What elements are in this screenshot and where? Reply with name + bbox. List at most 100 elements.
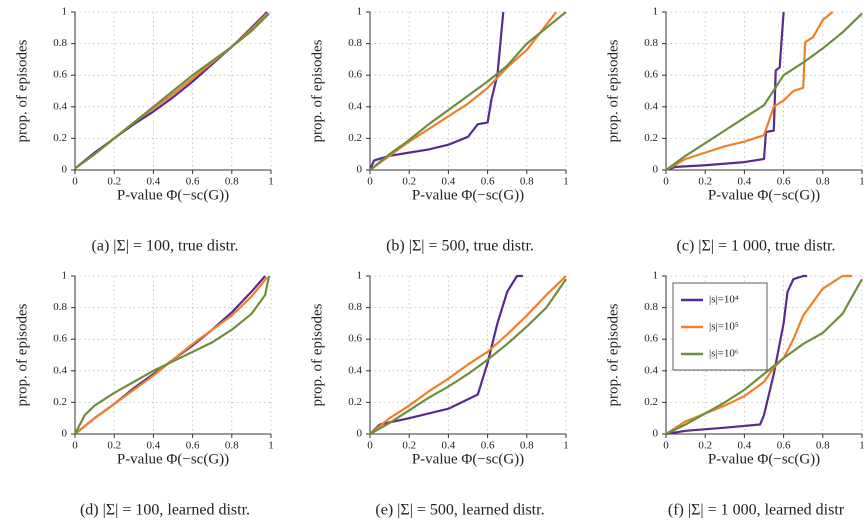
y-tick-label: 0 [62, 164, 68, 176]
y-tick-label: 0.6 [53, 69, 67, 81]
y-tick-label: 0 [62, 428, 68, 440]
x-tick-label: 0.6 [481, 176, 495, 188]
y-tick-label: 0.6 [644, 69, 658, 81]
x-tick-label: 0.2 [107, 440, 121, 452]
y-tick-label: 0.4 [348, 100, 362, 112]
series-line [665, 274, 808, 436]
y-tick-label: 0.8 [53, 301, 67, 313]
x-tick-label: 0.6 [777, 176, 791, 188]
series-line [74, 12, 270, 170]
y-tick-label: 0.2 [348, 132, 362, 144]
legend-label: |s|=10⁴ [709, 294, 739, 306]
x-axis-label: P-value Φ(−sc(G)) [117, 451, 229, 467]
series-line [369, 275, 567, 435]
y-tick-label: 0.2 [348, 396, 362, 408]
y-tick-label: 0.2 [53, 396, 67, 408]
x-tick-label: 0.6 [777, 440, 791, 452]
x-tick-label: 0 [367, 176, 373, 188]
caption: (d) |Σ| = 100, learned distr. [80, 502, 250, 519]
y-tick-label: 1 [653, 6, 659, 18]
x-tick-label: 0 [72, 440, 78, 452]
y-axis-label: prop. of episodes [309, 303, 325, 406]
x-tick-label: 0.8 [225, 176, 239, 188]
y-tick-label: 0.6 [348, 333, 362, 345]
y-tick-label: 1 [62, 6, 68, 18]
y-tick-label: 0.8 [644, 37, 658, 49]
x-tick-label: 1 [859, 440, 865, 452]
x-tick-label: 0.4 [738, 176, 752, 188]
x-tick-label: 0.2 [402, 176, 416, 188]
x-tick-label: 1 [268, 176, 274, 188]
y-axis-label: prop. of episodes [14, 303, 30, 406]
y-axis-label: prop. of episodes [605, 303, 621, 406]
series-line [369, 11, 567, 171]
series-line [74, 11, 268, 170]
y-tick-label: 0.2 [644, 396, 658, 408]
x-tick-label: 0.8 [225, 440, 239, 452]
series-line [665, 278, 863, 435]
y-tick-label: 0 [357, 428, 363, 440]
legend-label: |s|=10⁵ [709, 321, 739, 333]
y-tick-label: 1 [653, 270, 659, 282]
y-tick-label: 0.2 [53, 132, 67, 144]
series-line [74, 276, 268, 435]
x-tick-label: 0 [663, 176, 669, 188]
y-tick-label: 0.8 [348, 37, 362, 49]
x-axis-label: P-value Φ(−sc(G)) [412, 187, 524, 203]
x-tick-label: 0 [367, 440, 373, 452]
x-axis-label: P-value Φ(−sc(G)) [412, 451, 524, 467]
caption: (c) |Σ| = 1 000, true distr. [677, 238, 836, 255]
x-tick-label: 0 [663, 440, 669, 452]
y-axis-label: prop. of episodes [309, 39, 325, 142]
x-tick-label: 0.6 [186, 440, 200, 452]
y-tick-label: 0.2 [644, 132, 658, 144]
x-tick-label: 0 [72, 176, 78, 188]
x-tick-label: 0.4 [147, 176, 161, 188]
x-tick-label: 0.2 [402, 440, 416, 452]
x-tick-label: 0.8 [520, 440, 534, 452]
y-tick-label: 0 [357, 164, 363, 176]
x-tick-label: 1 [563, 176, 569, 188]
y-tick-label: 0.6 [53, 333, 67, 345]
series-line [665, 11, 834, 171]
x-tick-label: 0.6 [481, 440, 495, 452]
y-tick-label: 1 [357, 270, 363, 282]
series-line [74, 275, 271, 435]
series-line [74, 275, 266, 435]
y-axis-label: prop. of episodes [14, 39, 30, 142]
x-axis-label: P-value Φ(−sc(G)) [117, 187, 229, 203]
series-line [369, 274, 523, 435]
series-line [665, 11, 785, 172]
x-tick-label: 0.8 [816, 440, 830, 452]
caption: (f) |Σ| = 1 000, learned distr [668, 502, 845, 519]
caption: (e) |Σ| = 500, learned distr. [375, 502, 544, 519]
y-tick-label: 0.4 [348, 364, 362, 376]
x-tick-label: 1 [268, 440, 274, 452]
caption: (a) |Σ| = 100, true distr. [92, 238, 239, 255]
y-axis-label: prop. of episodes [605, 39, 621, 142]
x-axis-label: P-value Φ(−sc(G)) [708, 451, 820, 467]
x-tick-label: 0.2 [698, 176, 712, 188]
y-tick-label: 0.8 [53, 37, 67, 49]
x-tick-label: 1 [859, 176, 865, 188]
legend-label: |s|=10⁶ [709, 348, 739, 360]
y-tick-label: 0.6 [348, 69, 362, 81]
x-tick-label: 0.8 [520, 176, 534, 188]
x-tick-label: 0.4 [442, 176, 456, 188]
y-tick-label: 0.4 [53, 364, 67, 376]
y-tick-label: 0 [653, 164, 659, 176]
y-tick-label: 0.4 [644, 100, 658, 112]
x-tick-label: 0.4 [738, 440, 752, 452]
y-tick-label: 1 [357, 6, 363, 18]
y-tick-label: 0.8 [348, 301, 362, 313]
x-tick-label: 0.8 [816, 176, 830, 188]
x-tick-label: 1 [563, 440, 569, 452]
series-line [665, 12, 863, 171]
x-tick-label: 0.2 [107, 176, 121, 188]
y-tick-label: 0.4 [53, 100, 67, 112]
caption: (b) |Σ| = 500, true distr. [386, 238, 534, 255]
x-tick-label: 0.2 [698, 440, 712, 452]
x-tick-label: 0.4 [147, 440, 161, 452]
x-axis-label: P-value Φ(−sc(G)) [708, 187, 820, 203]
